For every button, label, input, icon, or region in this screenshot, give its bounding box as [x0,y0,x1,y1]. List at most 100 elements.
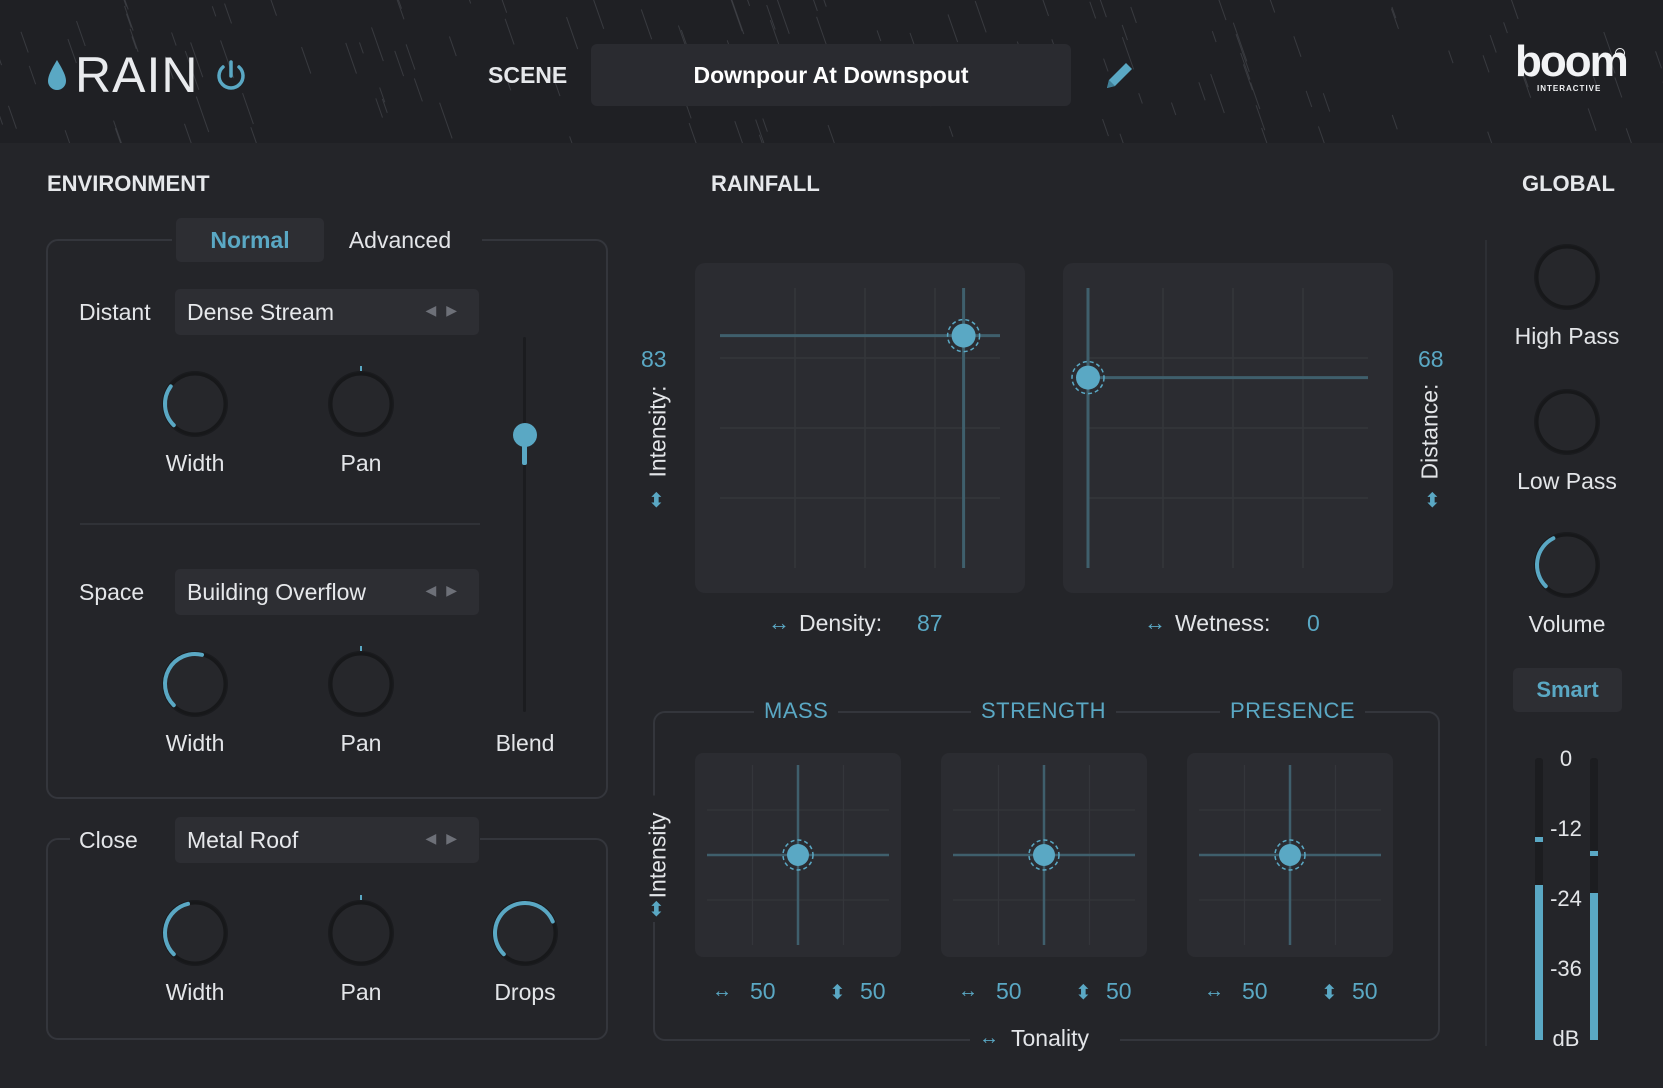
power-icon[interactable] [213,58,249,94]
low-pass-knob[interactable] [1527,382,1607,462]
presence-v-value: 50 [1352,978,1378,1004]
arrow-right-icon[interactable]: ▶ [446,302,467,318]
distance-wetness-pad[interactable] [1063,263,1393,593]
space-pan-knob[interactable] [321,644,401,724]
global-divider [1485,240,1487,1046]
strength-v-value: 50 [1106,978,1132,1004]
space-label: Space [79,579,145,605]
vertical-arrows-icon: ⬍ [1424,490,1441,512]
close-label: Close [79,827,138,853]
wetness-label: Wetness: [1175,610,1271,636]
blend-label: Blend [495,730,555,756]
tonality-label: Tonality [1011,1025,1089,1051]
tab-normal[interactable]: Normal [176,218,324,262]
drops-label: Drops [494,979,556,1005]
presence-title: PRESENCE [1220,698,1366,724]
strength-pad[interactable] [941,753,1147,957]
vertical-arrows-icon: ⬍ [648,897,665,922]
brand-logo: boom INTERACTIVE [1515,37,1629,104]
global-title: GLOBAL [1522,171,1615,196]
close-width-knob[interactable] [155,893,235,973]
close-pan-knob[interactable] [321,893,401,973]
divider [80,523,480,525]
vertical-arrows-icon: ⬍ [1075,982,1092,1004]
space-preset-dropdown[interactable]: Building Overflow ◀▶ [175,569,479,615]
mass-title: MASS [754,698,839,724]
app-title: RAIN [75,47,199,103]
distant-width-label: Width [165,450,225,476]
close-preset-value: Metal Roof [187,826,299,853]
presence-pad[interactable] [1187,753,1393,957]
brand-subtitle: INTERACTIVE [1537,84,1602,93]
environment-title: ENVIRONMENT [47,171,210,196]
drops-knob[interactable] [485,893,565,973]
close-pan-label: Pan [340,979,382,1005]
mass-pad[interactable] [695,753,901,957]
distant-label: Distant [79,299,151,325]
arrow-left-icon[interactable]: ◀ [425,830,447,846]
arrow-left-icon[interactable]: ◀ [425,582,447,598]
strength-h-value: 50 [996,978,1022,1004]
horizontal-arrows-icon: ↔ [958,980,978,1002]
distant-preset-value: Dense Stream [187,298,335,325]
horizontal-arrows-icon: ↔ [712,980,732,1002]
intensity-value: 83 [641,346,667,372]
drop-icon [48,60,66,90]
scene-name: Downpour At Downspout [693,61,969,88]
header: RAIN SCENE Downpour At Downspout boom IN… [0,0,1663,143]
mass-h-value: 50 [750,978,776,1004]
meter-scale-0: 0 [1559,746,1573,771]
horizontal-arrows-icon: ↔ [768,610,790,635]
arrow-left-icon[interactable]: ◀ [425,302,447,318]
smart-button[interactable]: Smart [1513,668,1622,712]
intensity-density-pad[interactable] [695,263,1025,593]
distant-preset-dropdown[interactable]: Dense Stream ◀▶ [175,289,479,335]
horizontal-arrows-icon: ↔ [1144,610,1166,635]
volume-label: Volume [1528,611,1606,637]
close-preset-dropdown[interactable]: Metal Roof ◀▶ [175,817,479,863]
wetness-value: 0 [1307,610,1320,636]
presence-h-value: 50 [1242,978,1268,1004]
space-pan-label: Pan [340,730,382,756]
low-pass-label: Low Pass [1517,468,1617,494]
distant-width-knob[interactable] [155,364,235,444]
strength-title: STRENGTH [971,698,1116,724]
meter-right-peak [1590,851,1598,857]
pencil-icon[interactable] [1101,58,1137,94]
mass-v-value: 50 [860,978,886,1004]
density-label: Density: [799,610,883,636]
meter-unit-db: dB [1552,1026,1580,1051]
scene-label: SCENE [488,62,568,88]
meter-scale-24: -24 [1550,886,1582,911]
close-width-label: Width [165,979,225,1005]
blend-slider-handle[interactable] [513,422,537,447]
distant-pan-label: Pan [340,450,382,476]
scene-selector[interactable]: Downpour At Downspout [591,44,1071,106]
space-width-label: Width [165,730,225,756]
density-value: 87 [917,610,943,636]
vertical-arrows-icon: ⬍ [1321,982,1338,1004]
blend-slider-track[interactable] [523,337,526,712]
meter-scale-12: -12 [1550,816,1582,841]
rainfall-title: RAINFALL [711,171,820,196]
distant-pan-knob[interactable] [321,364,401,444]
high-pass-label: High Pass [1514,323,1620,349]
meter-right-level [1590,893,1598,1040]
meter-left-level [1535,884,1543,1040]
tab-advanced[interactable]: Advanced [348,227,452,253]
space-width-knob[interactable] [155,644,235,724]
meter-scale-36: -36 [1550,956,1582,981]
horizontal-arrows-icon: ↔ [979,1027,999,1049]
intensity-label: Intensity: [644,385,671,478]
high-pass-knob[interactable] [1527,237,1607,317]
arrow-right-icon[interactable]: ▶ [446,582,467,598]
arrow-right-icon[interactable]: ▶ [446,830,467,846]
space-preset-value: Building Overflow [187,578,366,605]
horizontal-arrows-icon: ↔ [1204,980,1224,1002]
blend-slider-fill [522,434,527,465]
distance-label: Distance: [1416,383,1443,480]
rain-background [0,0,1663,143]
volume-knob[interactable] [1527,525,1607,605]
brand-name: boom [1515,37,1629,86]
distance-value: 68 [1418,346,1444,372]
